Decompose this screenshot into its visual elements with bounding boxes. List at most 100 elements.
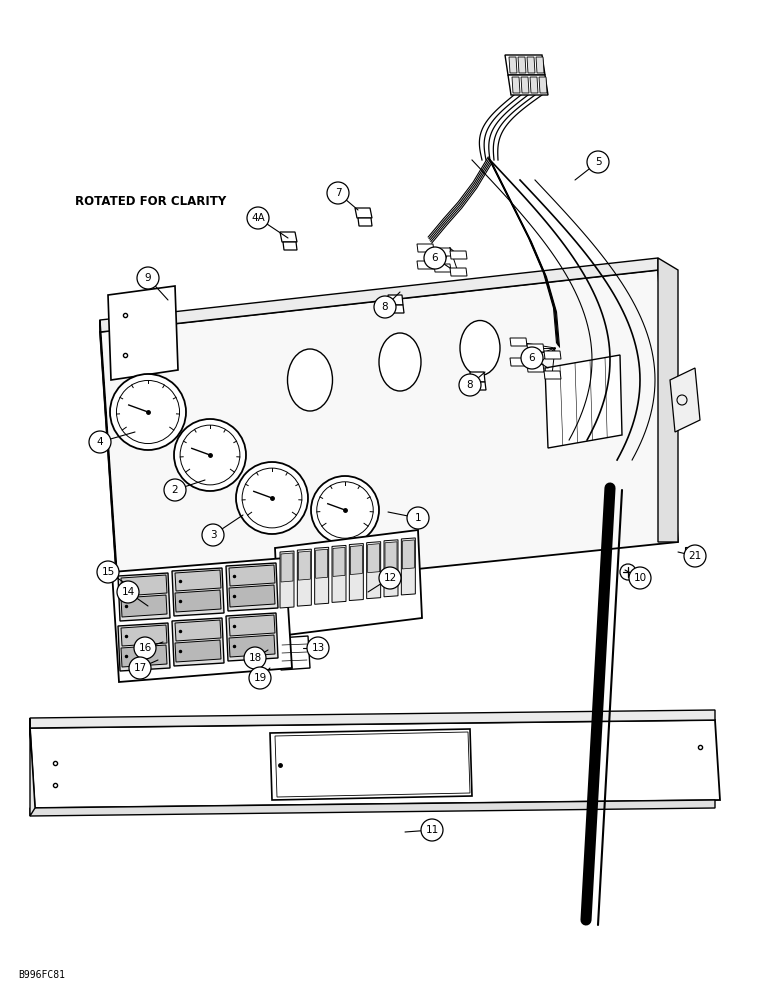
Polygon shape (121, 625, 167, 646)
Text: 9: 9 (144, 273, 151, 283)
Circle shape (129, 657, 151, 679)
Polygon shape (30, 718, 35, 816)
Circle shape (236, 462, 308, 534)
Circle shape (97, 561, 119, 583)
Polygon shape (121, 595, 167, 617)
Text: 17: 17 (134, 663, 147, 673)
Text: 21: 21 (689, 551, 702, 561)
Polygon shape (417, 261, 434, 269)
Polygon shape (390, 305, 404, 313)
Circle shape (424, 247, 446, 269)
Polygon shape (685, 547, 695, 553)
Circle shape (620, 564, 636, 580)
Polygon shape (275, 530, 422, 636)
Polygon shape (536, 57, 544, 73)
Polygon shape (450, 268, 467, 276)
Polygon shape (450, 251, 467, 259)
Polygon shape (401, 538, 415, 595)
Circle shape (374, 296, 396, 318)
Circle shape (247, 207, 269, 229)
Text: 5: 5 (594, 157, 601, 167)
Polygon shape (115, 397, 181, 422)
Polygon shape (350, 544, 364, 601)
Text: 4: 4 (96, 437, 103, 447)
Polygon shape (241, 483, 303, 508)
Polygon shape (279, 636, 310, 670)
Polygon shape (172, 618, 224, 666)
Polygon shape (175, 590, 221, 612)
Polygon shape (367, 544, 380, 573)
Text: ROTATED FOR CLARITY: ROTATED FOR CLARITY (75, 195, 226, 208)
Polygon shape (518, 57, 526, 73)
Polygon shape (385, 542, 397, 571)
Polygon shape (512, 77, 520, 93)
Polygon shape (527, 57, 535, 73)
Polygon shape (670, 368, 700, 432)
Polygon shape (298, 551, 310, 580)
Polygon shape (510, 338, 527, 346)
Polygon shape (179, 440, 241, 465)
Polygon shape (530, 77, 538, 93)
Text: 16: 16 (138, 643, 151, 653)
Polygon shape (316, 495, 374, 520)
Circle shape (421, 819, 443, 841)
Polygon shape (229, 565, 275, 586)
Polygon shape (472, 382, 486, 390)
Text: 6: 6 (529, 353, 535, 363)
Polygon shape (527, 364, 544, 372)
Text: 12: 12 (384, 573, 397, 583)
Polygon shape (108, 286, 178, 380)
Polygon shape (434, 264, 451, 272)
Circle shape (137, 267, 159, 289)
Text: 10: 10 (634, 573, 647, 583)
Polygon shape (226, 563, 278, 611)
Polygon shape (229, 635, 275, 657)
Polygon shape (100, 270, 678, 600)
Circle shape (89, 431, 111, 453)
Circle shape (174, 419, 246, 491)
Polygon shape (281, 553, 293, 582)
Polygon shape (367, 542, 381, 599)
Polygon shape (270, 729, 472, 800)
Circle shape (134, 637, 156, 659)
Polygon shape (283, 242, 297, 250)
Polygon shape (118, 623, 170, 671)
Polygon shape (350, 546, 362, 575)
Polygon shape (112, 558, 292, 682)
Circle shape (521, 347, 543, 369)
Polygon shape (384, 540, 398, 597)
Polygon shape (100, 258, 658, 332)
Polygon shape (388, 295, 403, 305)
Circle shape (244, 647, 266, 669)
Polygon shape (505, 55, 545, 75)
Text: 13: 13 (311, 643, 324, 653)
Text: 19: 19 (253, 673, 266, 683)
Polygon shape (172, 568, 224, 616)
Polygon shape (355, 208, 372, 218)
Text: 18: 18 (249, 653, 262, 663)
Polygon shape (121, 645, 167, 667)
Polygon shape (155, 390, 175, 415)
Circle shape (202, 524, 224, 546)
Polygon shape (297, 549, 311, 606)
Polygon shape (402, 540, 415, 569)
Circle shape (249, 667, 271, 689)
Circle shape (311, 476, 379, 544)
Circle shape (379, 567, 401, 589)
Polygon shape (175, 570, 221, 591)
Text: B996FC81: B996FC81 (18, 970, 65, 980)
Text: 14: 14 (121, 587, 134, 597)
Polygon shape (275, 732, 470, 797)
Polygon shape (280, 551, 294, 608)
Ellipse shape (460, 320, 500, 375)
Polygon shape (521, 77, 529, 93)
Polygon shape (508, 75, 548, 95)
Text: 1: 1 (415, 513, 422, 523)
Ellipse shape (287, 349, 333, 411)
Polygon shape (30, 800, 715, 816)
Polygon shape (280, 232, 297, 242)
Polygon shape (417, 244, 434, 252)
Circle shape (307, 637, 329, 659)
Circle shape (629, 567, 651, 589)
Text: 11: 11 (425, 825, 438, 835)
